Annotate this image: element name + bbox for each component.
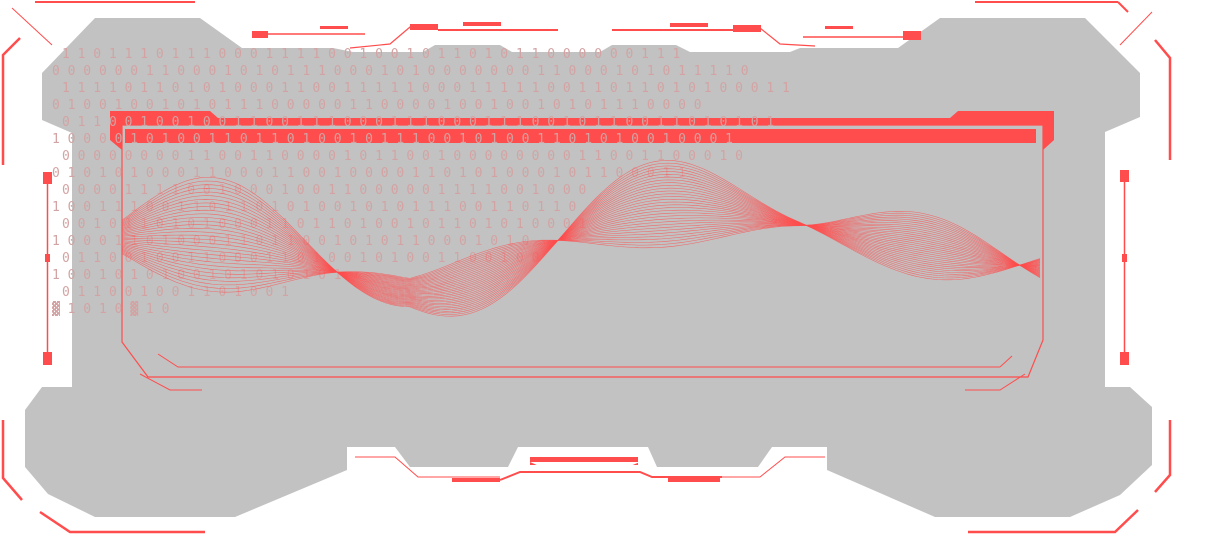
- binary-row: 0 0 0 0 1 1 1 1 0 0 1 0 0 0 1 0 0 1 1 0 …: [62, 183, 586, 198]
- binary-row: 1 1 0 1 1 1 0 1 1 1 0 0 0 1 1 1 1 0 0 1 …: [62, 47, 680, 62]
- wave-line: [121, 212, 1041, 290]
- wave-line: [121, 165, 1041, 314]
- binary-row: 0 1 0 1 0 1 0 0 0 1 1 0 0 0 1 1 0 0 1 0 …: [52, 166, 686, 181]
- binary-row: 1 0 0 1 0 1 0 1 0 0 1 0 1 0 1 0 1 0 1: [52, 268, 342, 283]
- wave-line: [121, 187, 1041, 301]
- wave-line: [121, 168, 1041, 312]
- wave-line: [121, 222, 1041, 286]
- side-brackets: [43, 170, 1129, 365]
- binary-row: 1 1 1 1 0 1 1 0 1 0 1 0 0 0 1 1 0 0 1 1 …: [62, 81, 790, 96]
- wave-line: [121, 219, 1041, 287]
- wave-line: [121, 214, 1041, 286]
- wave-line: [121, 199, 1041, 296]
- wave-line: [121, 212, 1041, 289]
- wave-line: [121, 196, 1041, 297]
- screen-header-bars: [110, 111, 1054, 150]
- wave-line: [121, 221, 1041, 286]
- binary-row: 0 1 1 0 0 1 0 0 1 1 0 1 0 0 1: [62, 285, 289, 300]
- wave-line: [121, 220, 1041, 284]
- wave-line: [121, 182, 1041, 304]
- corner-brackets: [1, 7, 1172, 534]
- wave-line: [121, 209, 1041, 291]
- binary-row: 0 0 0 0 0 0 1 1 0 0 0 1 0 1 0 1 1 1 0 0 …: [52, 64, 749, 79]
- wave-line: [121, 179, 1041, 306]
- binary-row: 0 0 0 0 0 0 0 0 1 1 0 0 1 1 0 0 0 0 1 0 …: [62, 149, 743, 164]
- wave-line: [121, 204, 1041, 293]
- wave-line: [121, 222, 1041, 285]
- top-decor: [35, 1, 1129, 49]
- binary-row: 0 0 1 0 1 1 0 1 0 1 0 0 0 1 1 0 1 1 0 1 …: [62, 217, 586, 232]
- wave-line: [121, 217, 1041, 288]
- wave-line: [121, 185, 1041, 303]
- wave-line: [121, 207, 1041, 292]
- binary-row: 1 0 0 1 1 1 0 0 1 1 0 1 1 0 1 0 1 0 0 1 …: [52, 200, 576, 215]
- binary-row: 1 0 0 0 0 1 0 1 0 0 1 1 0 1 1 0 1 0 0 1 …: [52, 132, 733, 147]
- wave-line: [121, 162, 1041, 315]
- wave-line: [121, 174, 1041, 309]
- wave-ribbon: [121, 160, 1041, 317]
- wave-line: [121, 190, 1040, 300]
- bottom-decor: [355, 456, 825, 482]
- wave-line: [121, 176, 1041, 307]
- wave-line: [121, 201, 1041, 294]
- binary-row: 0 1 1 0 0 1 0 0 1 0 0 1 1 0 0 1 1 1 0 0 …: [62, 115, 774, 130]
- wave-line: [121, 171, 1041, 310]
- wave-line: [121, 193, 1041, 298]
- binary-row: 0 1 0 0 1 0 0 1 0 1 0 1 1 1 0 0 0 0 0 1 …: [52, 98, 702, 113]
- wave-line: [121, 218, 1041, 283]
- wave-line: [121, 211, 1041, 293]
- wave-line: [121, 215, 1041, 289]
- wave-line: [121, 216, 1041, 282]
- binary-row: ▓ 1 0 1 0 ▓ 1 0: [52, 301, 169, 317]
- wave-line: [121, 160, 1041, 317]
